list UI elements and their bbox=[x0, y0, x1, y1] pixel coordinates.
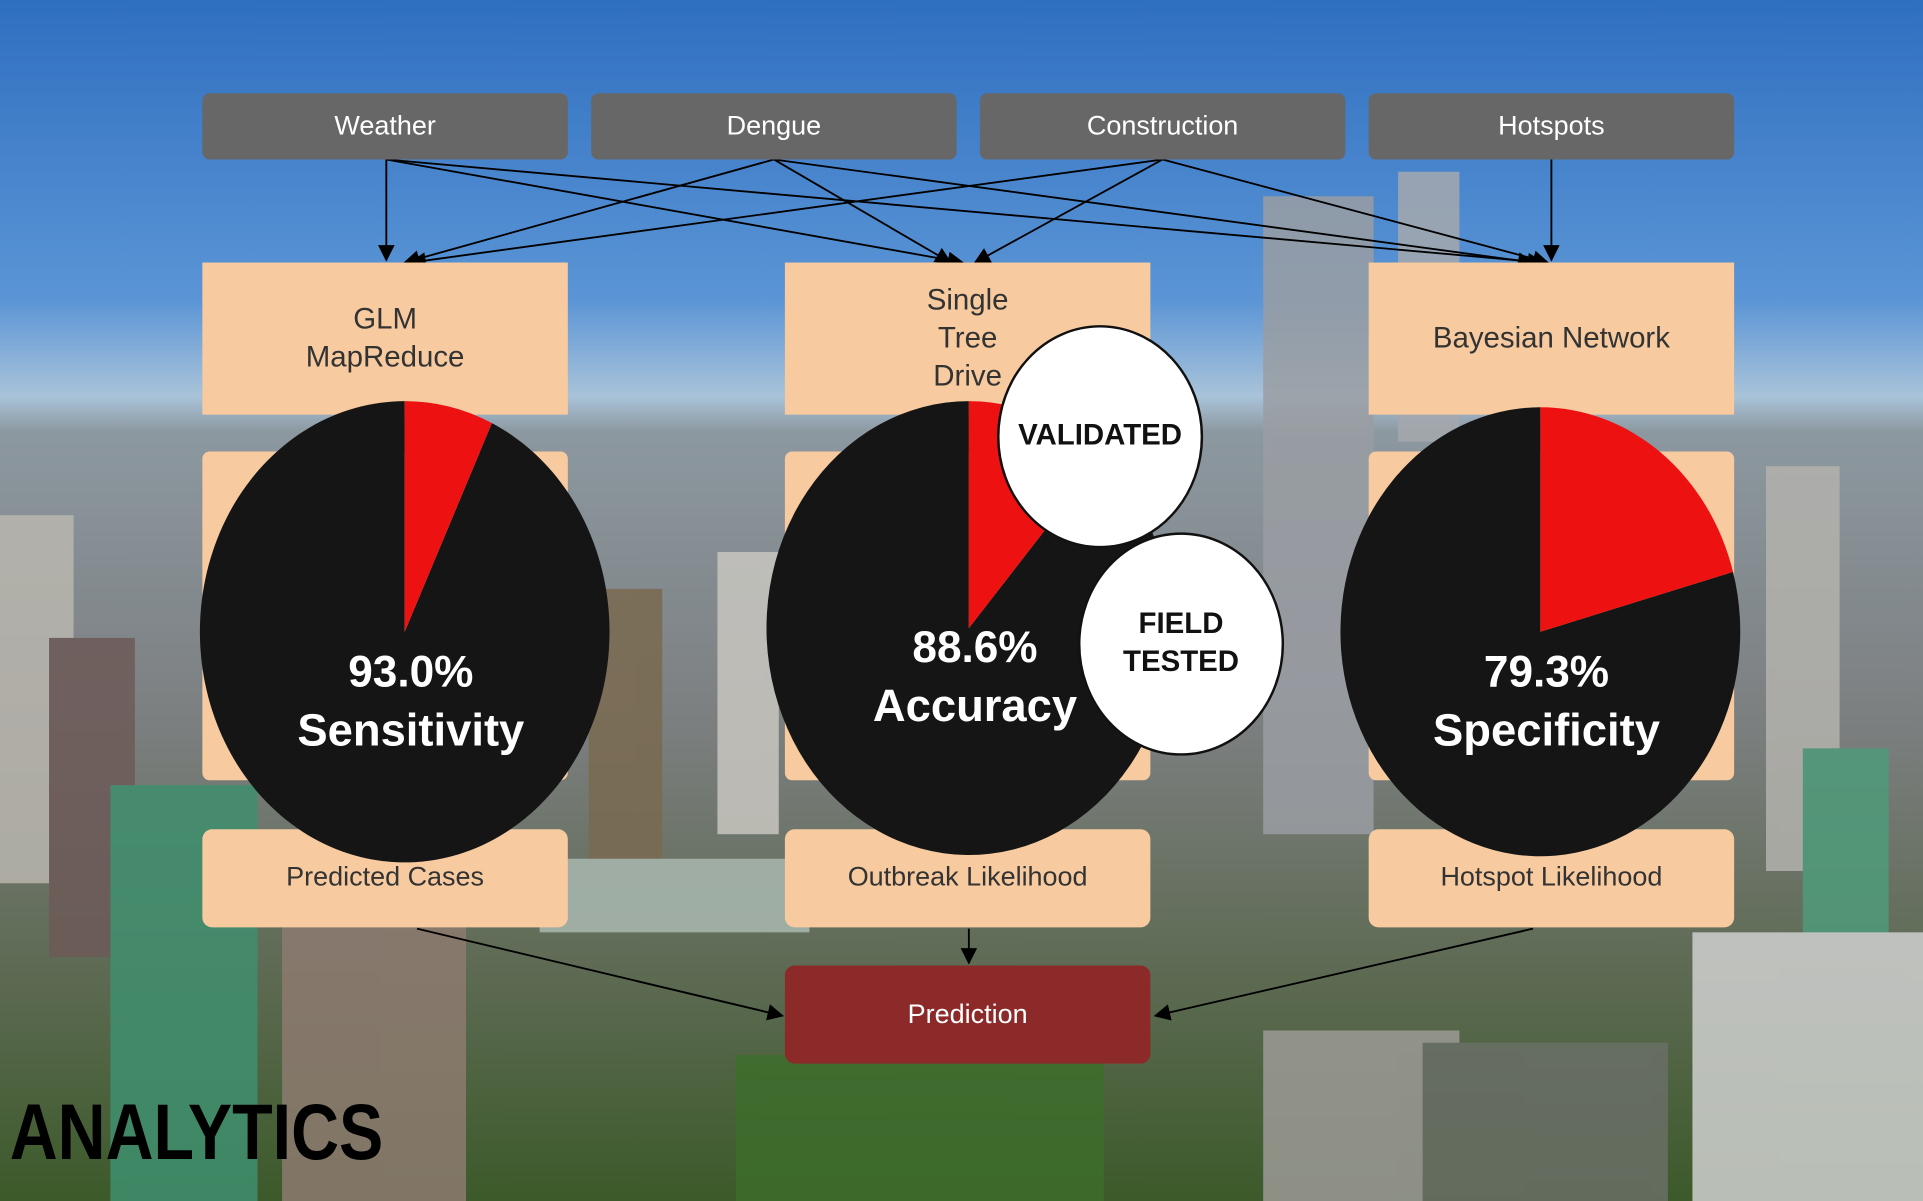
input-label: Dengue bbox=[727, 111, 821, 141]
output-box bbox=[202, 829, 568, 928]
model-label: Tree bbox=[938, 322, 997, 355]
pie-remainder-slice bbox=[1540, 407, 1734, 632]
pie-metric-label: Accuracy bbox=[873, 680, 1077, 731]
pie-metric-label: Specificity bbox=[1433, 705, 1660, 756]
arrows bbox=[378, 158, 1560, 1021]
input-label: Weather bbox=[334, 111, 435, 141]
output-label: Hotspot Likelihood bbox=[1440, 861, 1662, 891]
input-label: Construction bbox=[1087, 111, 1238, 141]
model-box bbox=[202, 262, 568, 415]
input-box bbox=[1368, 93, 1735, 160]
badge bbox=[1078, 532, 1285, 756]
badge-label: FIELD bbox=[1139, 607, 1224, 640]
output-box bbox=[784, 829, 1151, 928]
output-box bbox=[1368, 829, 1735, 928]
prediction-box bbox=[784, 965, 1151, 1064]
pie-value-slice bbox=[1340, 407, 1741, 857]
pie-metric-label: Sensitivity bbox=[297, 705, 524, 756]
pie-value-label: 88.6% bbox=[912, 623, 1037, 672]
badge-label: TESTED bbox=[1123, 645, 1239, 678]
pie-remainder-slice bbox=[404, 401, 492, 632]
pie-value-label: 79.3% bbox=[1484, 647, 1609, 696]
pie-value-slice bbox=[199, 401, 610, 863]
pie-value-label: 93.0% bbox=[348, 647, 473, 696]
input-box bbox=[202, 93, 568, 160]
prediction-label: Prediction bbox=[908, 999, 1028, 1029]
input-label: Hotspots bbox=[1498, 111, 1604, 141]
model-label: Drive bbox=[933, 360, 1002, 393]
model-label: Single bbox=[927, 284, 1009, 317]
output-label: Outbreak Likelihood bbox=[848, 861, 1088, 891]
input-box bbox=[591, 93, 957, 160]
model-box bbox=[1368, 262, 1735, 415]
page-title: DISEASE ANALYTICS bbox=[0, 1088, 383, 1176]
badge bbox=[997, 325, 1204, 549]
input-box bbox=[979, 93, 1346, 160]
model-label: GLM bbox=[353, 303, 417, 336]
badge-label: VALIDATED bbox=[1018, 419, 1182, 452]
model-label: Bayesian Network bbox=[1433, 322, 1670, 355]
model-label: MapReduce bbox=[306, 341, 465, 374]
output-label: Predicted Cases bbox=[286, 861, 484, 891]
